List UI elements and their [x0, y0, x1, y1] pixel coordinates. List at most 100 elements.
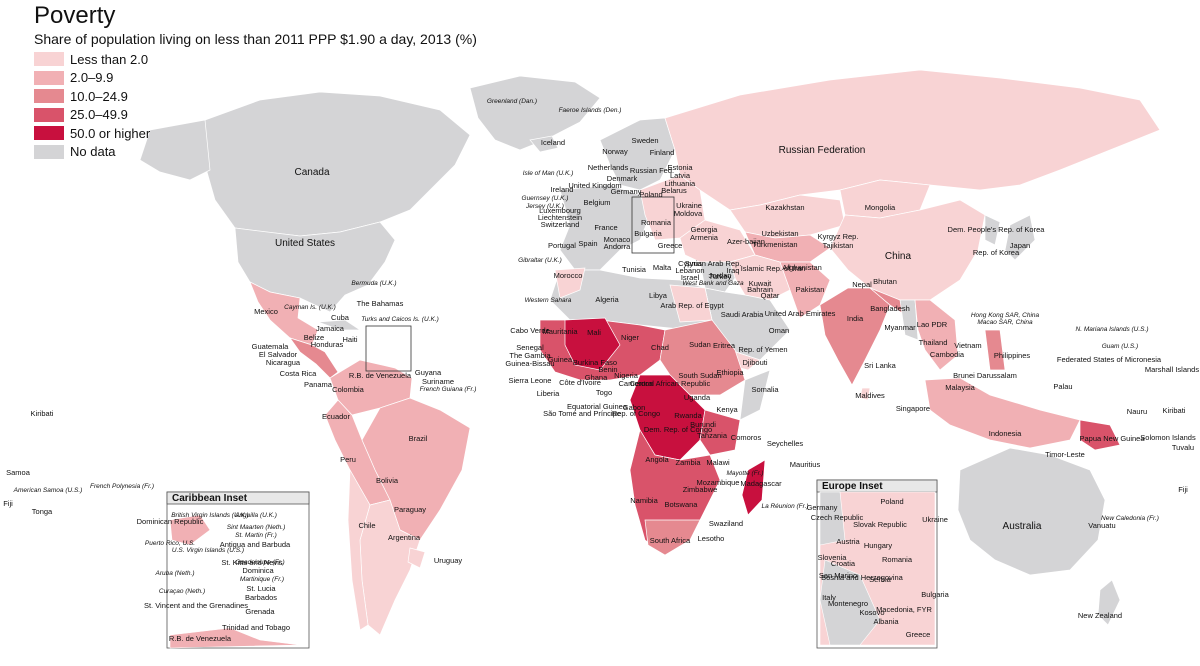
country-label: Vanuatu — [1088, 521, 1115, 530]
country-label: Burkina Faso — [573, 358, 617, 367]
country-label: Bangladesh — [870, 304, 910, 313]
country-label: Russian Federation — [779, 145, 866, 156]
legend-item: 25.0–49.9 — [34, 106, 150, 125]
country-label: Guinea-Bissau — [505, 359, 554, 368]
country-label: Central African Republic — [630, 379, 711, 388]
region-russian-federation — [664, 69, 1161, 211]
country-label: Malawi — [706, 458, 730, 467]
country-label: Mayotte (Fr.) — [727, 470, 764, 477]
country-label: Uruguay — [434, 556, 463, 565]
map-title: Poverty — [34, 2, 116, 29]
region-cuba — [317, 319, 362, 331]
caribbean-inset: Caribbean Inset — [166, 491, 310, 649]
country-label: Papua New Guinea — [1079, 434, 1145, 443]
legend-swatch — [34, 70, 64, 85]
country-label: São Tomé and Príncipe — [543, 409, 621, 418]
country-label: Bermuda (U.K.) — [351, 280, 396, 287]
country-label: Israel — [681, 273, 700, 282]
legend-item: 2.0–9.9 — [34, 69, 150, 88]
country-label: India — [847, 314, 864, 323]
country-label: Uganda — [684, 393, 711, 402]
country-label: Andorra — [604, 242, 632, 251]
legend-label: 50.0 or higher — [70, 125, 151, 141]
country-label: Belize — [304, 333, 324, 342]
region-chile — [347, 468, 371, 631]
country-label: Paraguay — [394, 505, 426, 514]
country-label: Sudan — [689, 340, 711, 349]
country-label: Cayman Is. (U.K.) — [284, 304, 336, 311]
country-label: Namibia — [630, 496, 658, 505]
country-label: Chile — [358, 521, 375, 530]
region-philippines — [984, 329, 1006, 371]
region-mali-niger — [564, 317, 621, 371]
legend-label: No data — [70, 144, 116, 160]
country-label: Brazil — [409, 434, 428, 443]
country-label: Barbados — [245, 593, 277, 602]
region-somalia — [739, 369, 771, 421]
country-label: Liechtenstein — [538, 213, 582, 222]
country-label: Guam (U.S.) — [1102, 343, 1138, 350]
country-label: Norway — [602, 147, 628, 156]
country-label: Aruba (Neth.) — [154, 570, 194, 577]
country-label: Switzerland — [541, 220, 580, 229]
country-label: Serbia — [869, 575, 892, 584]
country-label: Cameroon — [618, 379, 653, 388]
country-label: China — [885, 251, 912, 262]
country-label: Ethiopia — [716, 368, 744, 377]
country-label: Suriname — [422, 377, 454, 386]
country-label: Mauritania — [542, 327, 578, 336]
country-label: Ukraine — [922, 515, 948, 524]
country-label: Greece — [658, 241, 683, 250]
country-label: Georgia — [691, 225, 719, 234]
country-label: Kazakhstan — [765, 203, 804, 212]
country-label: Rep. of Congo — [612, 409, 660, 418]
country-label: Federated States of Micronesia — [1057, 355, 1162, 364]
country-label: Myanmar — [884, 323, 916, 332]
country-label: Senegal — [516, 343, 544, 352]
country-label: Kosovo — [859, 608, 884, 617]
country-label: Albania — [873, 617, 899, 626]
country-label: Solomon Islands — [1140, 433, 1196, 442]
country-label: Turkmenistan — [752, 240, 797, 249]
country-label: Lao PDR — [917, 320, 948, 329]
country-label: Netherlands — [588, 163, 629, 172]
country-label: United States — [275, 238, 335, 249]
region-south-africa — [644, 519, 701, 556]
country-label: Panama — [304, 380, 333, 389]
country-label: The Bahamas — [357, 299, 404, 308]
country-label: Germany — [807, 503, 838, 512]
country-label: U.S. Virgin Islands (U.S.) — [172, 547, 244, 554]
country-label: Nigeria — [614, 371, 639, 380]
country-label: Gibraltar (U.K.) — [518, 257, 562, 264]
country-label: Costa Rica — [280, 369, 318, 378]
country-label: Benin — [598, 365, 617, 374]
country-label: Botswana — [665, 500, 699, 509]
country-label: Fiji — [1178, 485, 1188, 494]
country-label: Burundi — [690, 420, 716, 429]
region-korea-japan — [984, 214, 1036, 261]
europe-locator-box — [631, 196, 675, 254]
country-label: Slovenia — [818, 553, 848, 562]
region-madagascar — [741, 459, 766, 516]
region-indochina — [914, 299, 959, 371]
country-label: R.B. de Venezuela — [349, 371, 412, 380]
country-label: British Virgin Islands (U.K.) — [171, 512, 249, 519]
country-label: Portugal — [548, 241, 576, 250]
country-label: Nicaragua — [266, 358, 301, 367]
country-label: Qatar — [761, 291, 780, 300]
country-label: Vietnam — [954, 341, 981, 350]
country-label: Bolivia — [376, 476, 399, 485]
country-label: Mexico — [254, 307, 278, 316]
region-alaska — [139, 119, 211, 181]
caribbean-inset-title: Caribbean Inset — [172, 493, 248, 504]
country-label: South Sudan — [678, 371, 721, 380]
country-label: Kuwait — [749, 279, 772, 288]
country-label: Malaysia — [945, 383, 975, 392]
legend-label: Less than 2.0 — [70, 51, 149, 67]
region-western-europe — [559, 184, 651, 271]
country-label: New Caledonia (Fr.) — [1101, 515, 1159, 522]
country-label: Eritrea — [713, 341, 736, 350]
country-label: Singapore — [896, 404, 930, 413]
country-label: Syrian Arab Rep. — [685, 259, 742, 268]
country-label: Kyrgyz Rep. — [818, 232, 859, 241]
